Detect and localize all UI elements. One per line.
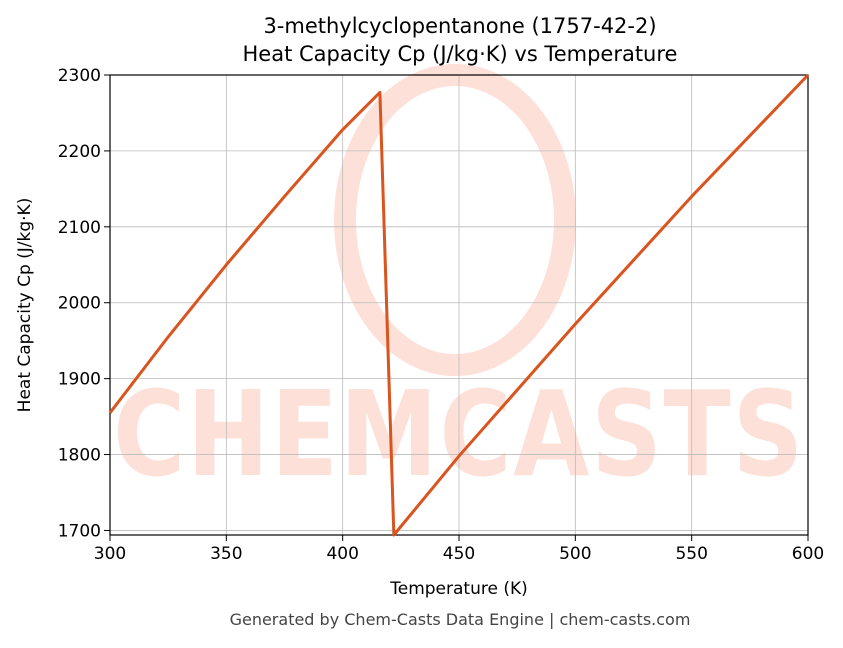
footer: Generated by Chem-Casts Data Engine | ch… (230, 610, 691, 629)
y-axis-label: Heat Capacity Cp (J/kg·K) (15, 198, 35, 413)
x-tick-label: 400 (326, 544, 358, 564)
y-tick-label: 1800 (58, 446, 101, 466)
x-tick-label: 600 (792, 544, 824, 564)
watermark: CHEMCASTS (113, 365, 805, 503)
axes-frame (109, 74, 809, 536)
plot-area: CHEMCASTS 300 350 400 450 500 550 600 1700 1800 19… (58, 64, 824, 564)
x-tick-label: 350 (210, 544, 242, 564)
chart-title: 3-methylcyclopentanone (1757-42-2) (263, 14, 656, 38)
y-tick-label: 1900 (58, 370, 101, 390)
chart-subtitle: Heat Capacity Cp (J/kg·K) vs Temperature (243, 42, 678, 66)
x-tick-label: 550 (675, 544, 707, 564)
y-tick-label: 2100 (58, 218, 101, 238)
x-axis-label: Temperature (K) (389, 579, 528, 599)
y-tick-label: 2200 (58, 142, 101, 162)
y-tick-label: 2300 (58, 66, 101, 86)
data-line (108, 73, 810, 537)
x-tick-label: 300 (94, 544, 126, 564)
x-tick-label: 450 (443, 544, 475, 564)
y-tick-label: 2000 (58, 294, 101, 314)
x-tick-label: 500 (559, 544, 591, 564)
y-tick-label: 1700 (58, 521, 101, 541)
